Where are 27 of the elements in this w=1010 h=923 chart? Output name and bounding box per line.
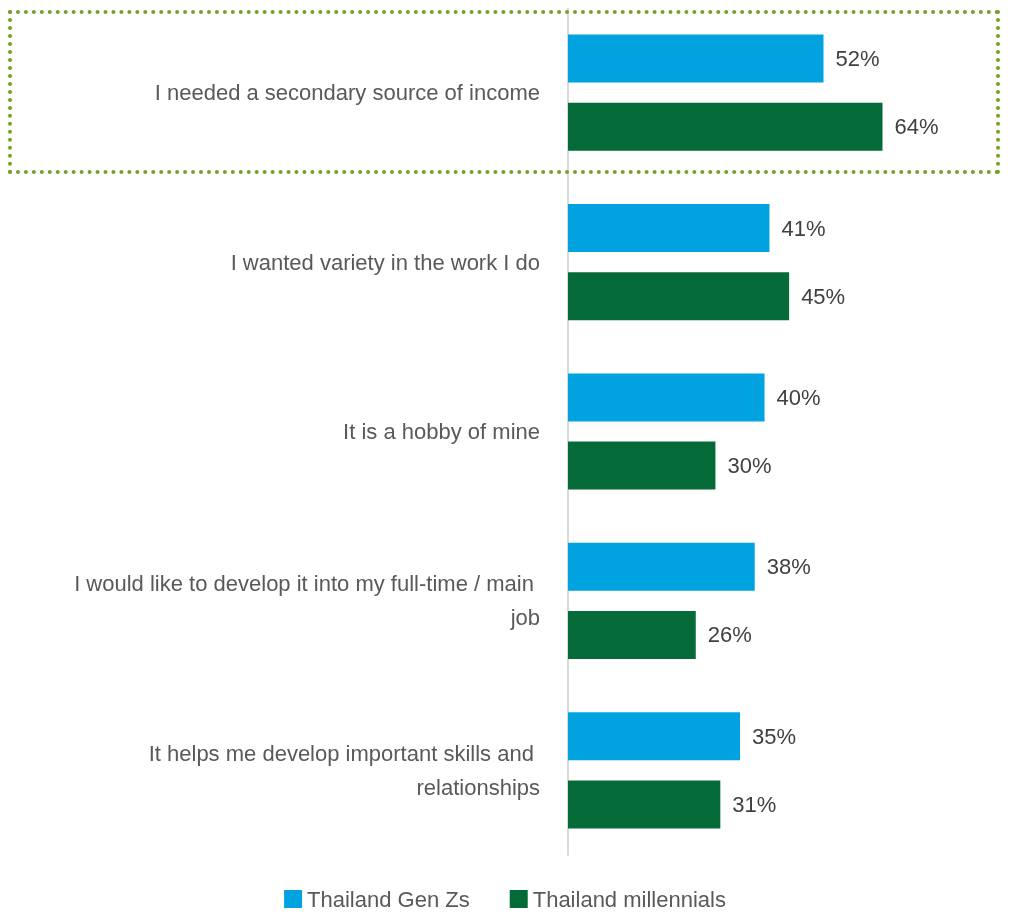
bar [568,441,716,490]
data-label: 35% [751,723,797,749]
bar [568,373,765,422]
y-tick-label: It is a hobby of mine [343,419,540,444]
data-label: 45% [801,283,846,309]
bar [568,34,824,83]
y-tick-label: It helps me develop important skills and relationships [148,740,540,800]
data-label: 31% [732,791,777,817]
legend-label: Thailand Gen Zs [307,886,470,912]
bar [568,542,755,591]
bar [568,204,770,253]
bar [568,272,790,321]
y-tick-label: I would like to develop it into my full-time / main job [74,571,540,631]
bar [568,712,740,761]
data-label: 40% [776,384,821,410]
y-tick-label: I wanted variety in the work I do [230,249,540,275]
bar [568,610,696,659]
data-label: 30% [727,453,772,479]
data-label: 41% [781,215,826,241]
legend-label: Thailand millennials [532,886,726,912]
bar [568,102,883,151]
data-label: 38% [766,554,811,580]
data-label: 52% [835,46,880,72]
bar [568,780,721,829]
data-label: 26% [707,622,752,648]
data-label: 64% [894,114,939,140]
y-tick-label: I needed a secondary source of income [154,80,540,106]
